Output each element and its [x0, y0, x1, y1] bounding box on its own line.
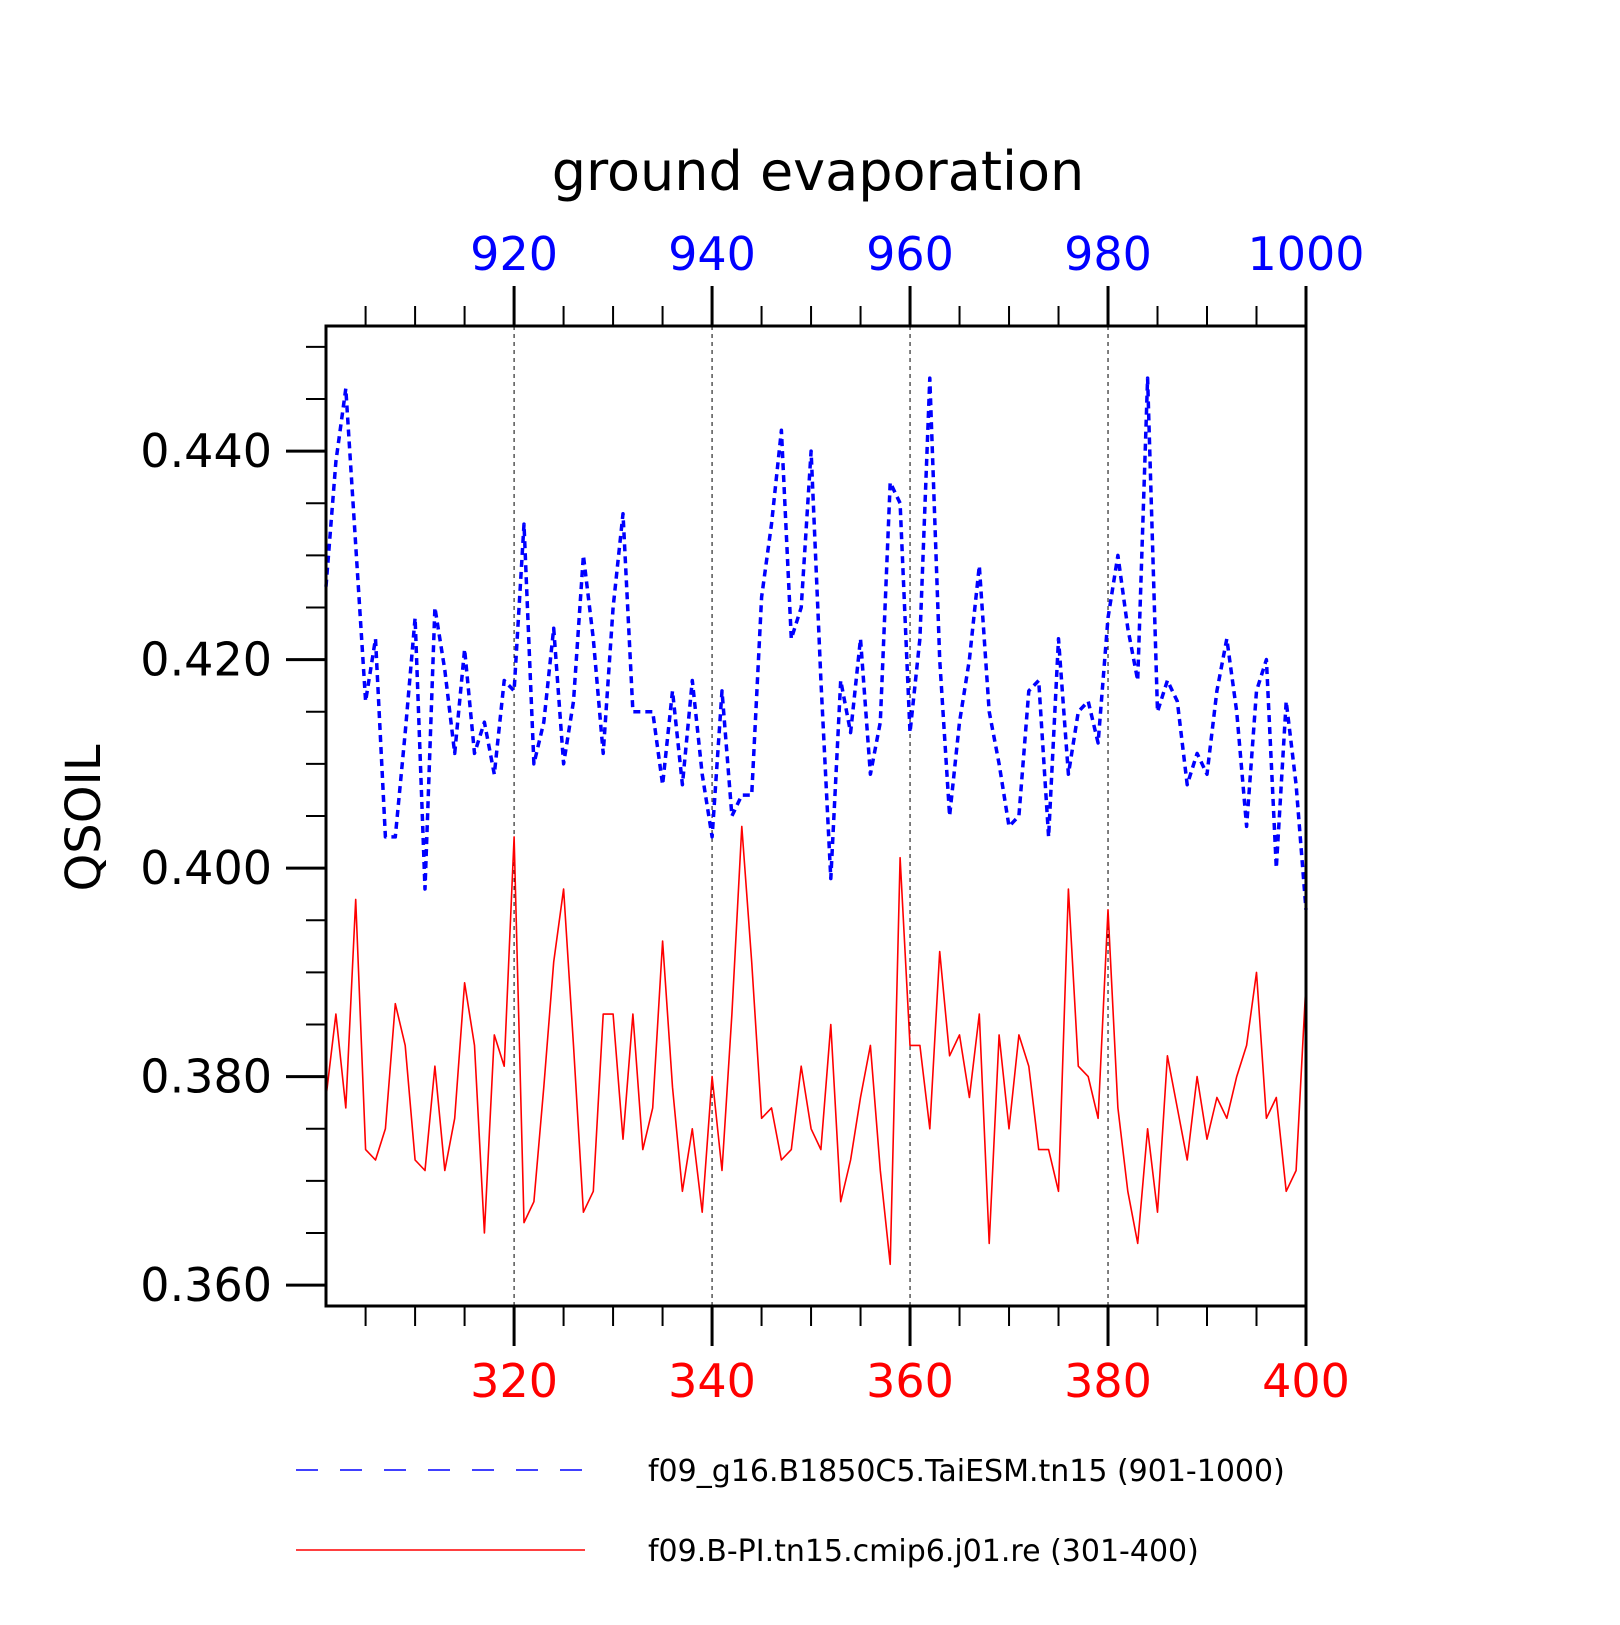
y-tick-label: 0.440	[140, 424, 272, 478]
x-tick-label-bottom: 340	[668, 1354, 756, 1408]
x-tick-label-top: 1000	[1247, 227, 1364, 281]
x-tick-label-top: 940	[668, 227, 756, 281]
y-tick-label: 0.420	[140, 633, 272, 687]
y-tick-label: 0.400	[140, 841, 272, 895]
gridlines	[513, 326, 1109, 1306]
series-lines	[324, 376, 1308, 1266]
y-axis-label: QSOIL	[56, 744, 112, 891]
series-line-2	[325, 825, 1307, 1266]
x-tick-label-top: 920	[470, 227, 558, 281]
legend-label-series-1: f09_g16.B1850C5.TaiESM.tn15 (901-1000)	[648, 1454, 1285, 1489]
axes: 320 340 360 380 400 920 940 960 980 1000 0.360 0.38…	[140, 227, 1364, 1408]
series-line-1	[324, 376, 1308, 910]
y-tick-label: 0.380	[140, 1050, 272, 1104]
x-tick-label-top: 980	[1064, 227, 1152, 281]
chart-title: ground evaporation	[552, 140, 1085, 203]
legend-label-series-2: f09.B-PI.tn15.cmip6.j01.re (301-400)	[648, 1534, 1199, 1569]
x-tick-label-top: 960	[866, 227, 954, 281]
x-tick-label-bottom: 360	[866, 1354, 954, 1408]
y-tick-label: 0.360	[140, 1258, 272, 1312]
x-tick-label-bottom: 320	[470, 1354, 558, 1408]
x-tick-label-bottom: 400	[1262, 1354, 1350, 1408]
legend: f09_g16.B1850C5.TaiESM.tn15 (901-1000) f…	[296, 1454, 1285, 1569]
x-tick-label-bottom: 380	[1064, 1354, 1152, 1408]
